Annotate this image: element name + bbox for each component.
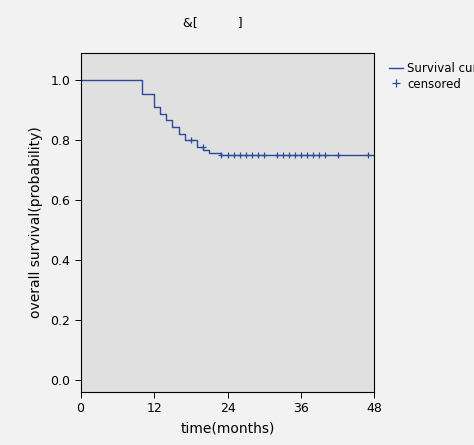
Text: &[          ]: &[ ]: [183, 16, 243, 28]
Legend: Survival curve, censored: Survival curve, censored: [386, 59, 474, 93]
Y-axis label: overall survival(probability): overall survival(probability): [29, 127, 43, 318]
X-axis label: time(months): time(months): [180, 422, 275, 436]
